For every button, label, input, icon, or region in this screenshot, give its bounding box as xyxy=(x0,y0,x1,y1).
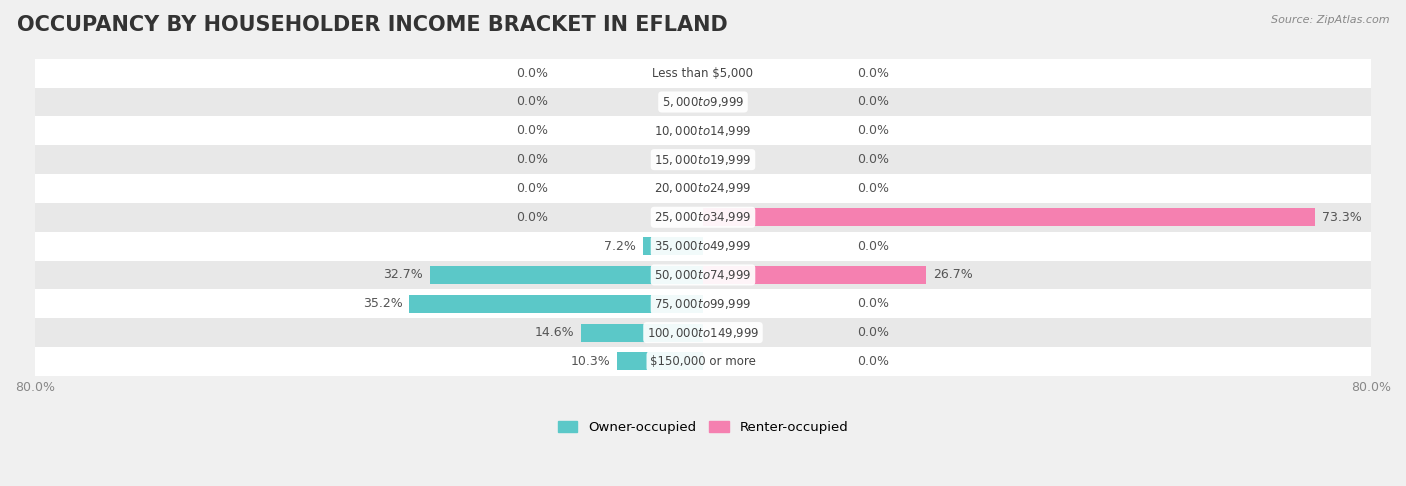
Text: $25,000 to $34,999: $25,000 to $34,999 xyxy=(654,210,752,224)
Text: 0.0%: 0.0% xyxy=(516,67,548,80)
Bar xyxy=(35,289,1371,318)
Text: 0.0%: 0.0% xyxy=(516,182,548,195)
Text: 0.0%: 0.0% xyxy=(858,355,890,368)
Bar xyxy=(35,116,1371,145)
Bar xyxy=(430,266,703,284)
Text: $35,000 to $49,999: $35,000 to $49,999 xyxy=(654,239,752,253)
Text: 35.2%: 35.2% xyxy=(363,297,402,310)
Text: 32.7%: 32.7% xyxy=(384,268,423,281)
Text: 0.0%: 0.0% xyxy=(516,211,548,224)
Bar xyxy=(643,237,703,255)
Bar xyxy=(35,203,1371,232)
Text: Less than $5,000: Less than $5,000 xyxy=(652,67,754,80)
Text: $75,000 to $99,999: $75,000 to $99,999 xyxy=(654,297,752,311)
Bar xyxy=(35,145,1371,174)
Bar xyxy=(35,318,1371,347)
Text: OCCUPANCY BY HOUSEHOLDER INCOME BRACKET IN EFLAND: OCCUPANCY BY HOUSEHOLDER INCOME BRACKET … xyxy=(17,15,728,35)
Text: $5,000 to $9,999: $5,000 to $9,999 xyxy=(662,95,744,109)
Text: 0.0%: 0.0% xyxy=(858,153,890,166)
Text: $10,000 to $14,999: $10,000 to $14,999 xyxy=(654,124,752,138)
Text: $50,000 to $74,999: $50,000 to $74,999 xyxy=(654,268,752,282)
Text: 14.6%: 14.6% xyxy=(534,326,575,339)
Text: 0.0%: 0.0% xyxy=(858,124,890,138)
Text: 26.7%: 26.7% xyxy=(932,268,973,281)
Bar xyxy=(581,324,703,342)
Bar xyxy=(703,266,927,284)
Text: 7.2%: 7.2% xyxy=(605,240,636,253)
Text: 0.0%: 0.0% xyxy=(516,124,548,138)
Text: 0.0%: 0.0% xyxy=(858,67,890,80)
Bar xyxy=(35,347,1371,376)
Text: 10.3%: 10.3% xyxy=(571,355,610,368)
Bar xyxy=(35,232,1371,260)
Bar xyxy=(617,352,703,370)
Text: 73.3%: 73.3% xyxy=(1322,211,1361,224)
Bar xyxy=(409,295,703,312)
Bar xyxy=(35,260,1371,289)
Text: $20,000 to $24,999: $20,000 to $24,999 xyxy=(654,181,752,195)
Text: 0.0%: 0.0% xyxy=(516,153,548,166)
Text: 0.0%: 0.0% xyxy=(858,326,890,339)
Bar xyxy=(35,87,1371,116)
Bar xyxy=(35,174,1371,203)
Text: 0.0%: 0.0% xyxy=(516,95,548,108)
Text: $15,000 to $19,999: $15,000 to $19,999 xyxy=(654,153,752,167)
Text: 0.0%: 0.0% xyxy=(858,297,890,310)
Legend: Owner-occupied, Renter-occupied: Owner-occupied, Renter-occupied xyxy=(553,416,853,439)
Bar xyxy=(35,59,1371,87)
Text: Source: ZipAtlas.com: Source: ZipAtlas.com xyxy=(1271,15,1389,25)
Bar xyxy=(703,208,1315,226)
Text: 0.0%: 0.0% xyxy=(858,182,890,195)
Text: $150,000 or more: $150,000 or more xyxy=(650,355,756,368)
Text: $100,000 to $149,999: $100,000 to $149,999 xyxy=(647,326,759,340)
Text: 0.0%: 0.0% xyxy=(858,240,890,253)
Text: 0.0%: 0.0% xyxy=(858,95,890,108)
